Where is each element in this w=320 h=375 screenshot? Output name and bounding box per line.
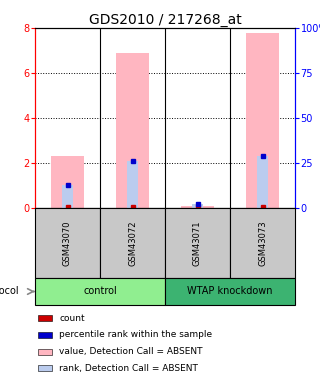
Text: rank, Detection Call = ABSENT: rank, Detection Call = ABSENT xyxy=(60,364,198,373)
Text: control: control xyxy=(83,286,117,297)
Bar xyxy=(35,278,165,305)
Text: value, Detection Call = ABSENT: value, Detection Call = ABSENT xyxy=(60,347,203,356)
Text: GSM43072: GSM43072 xyxy=(128,220,137,266)
Text: GSM43073: GSM43073 xyxy=(258,220,267,266)
Bar xyxy=(62,184,73,208)
Text: GSM43070: GSM43070 xyxy=(63,220,72,266)
Text: GSM43071: GSM43071 xyxy=(193,220,202,266)
Bar xyxy=(100,208,165,278)
Text: WTAP knockdown: WTAP knockdown xyxy=(187,286,273,297)
Title: GDS2010 / 217268_at: GDS2010 / 217268_at xyxy=(89,13,241,27)
Bar xyxy=(51,156,84,208)
Bar xyxy=(38,349,52,355)
Bar xyxy=(165,278,295,305)
Bar xyxy=(38,365,52,372)
Bar xyxy=(230,208,295,278)
Text: percentile rank within the sample: percentile rank within the sample xyxy=(60,330,212,339)
Bar xyxy=(257,156,268,208)
Bar xyxy=(127,161,138,208)
Text: protocol: protocol xyxy=(0,286,19,297)
Bar xyxy=(165,208,230,278)
Bar xyxy=(35,208,100,278)
Bar xyxy=(192,204,203,208)
Bar xyxy=(181,206,214,208)
Bar xyxy=(38,315,52,321)
Bar xyxy=(246,33,279,208)
Bar xyxy=(116,53,149,208)
Text: count: count xyxy=(60,314,85,322)
Bar xyxy=(38,332,52,338)
